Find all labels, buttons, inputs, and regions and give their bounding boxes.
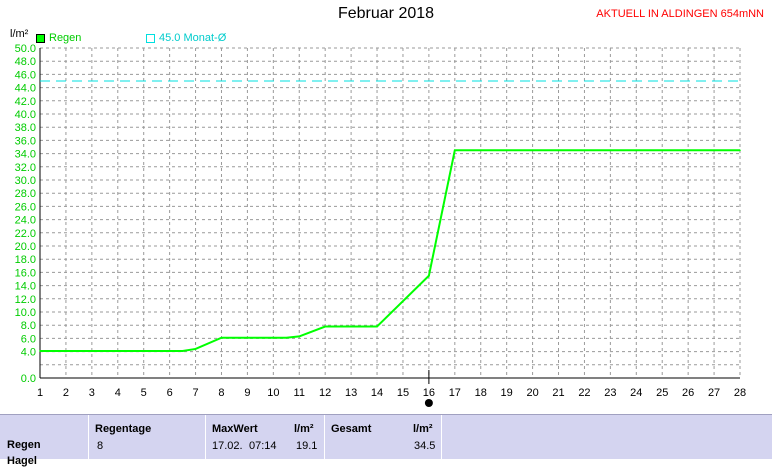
x-tick-label: 27 (708, 387, 720, 399)
x-tick-label: 17 (449, 387, 461, 399)
x-tick-label: 18 (475, 387, 487, 399)
x-tick-label: 16 (423, 387, 435, 399)
series-point (39, 350, 41, 352)
current-day-marker-dot (424, 399, 433, 407)
y-tick-label: 30.0 (15, 175, 36, 187)
series-point (454, 149, 456, 152)
legend-reference-label: 45.0 Monat-Ø (159, 32, 227, 44)
y-tick-label: 22.0 (15, 228, 36, 240)
rain-chart: 0.0 4.0 6.08.010.012.014.0 16.018.020.022.0… (15, 43, 746, 407)
x-tick-label: 14 (371, 387, 383, 399)
stats-separator (88, 415, 89, 459)
series-point (739, 149, 741, 152)
total-value: 34.5 (414, 440, 436, 452)
stats-separator (441, 415, 442, 459)
chart-title: Februar 2018 (337, 5, 435, 22)
x-tick-label: 25 (656, 387, 668, 399)
y-tick-label: 50.0 (15, 43, 36, 55)
series-point (285, 336, 288, 339)
stats-row-label-2: Hagel (7, 455, 37, 467)
max-time: 07:14 (249, 440, 277, 452)
y-tick-label: 14.0 (15, 281, 36, 293)
y-tick-label: 24.0 (15, 215, 36, 227)
x-tick-label: 19 (501, 387, 513, 399)
status-text: AKTUELL IN ALDINGEN 654mNN (596, 8, 764, 20)
y-tick-label: 46.0 (15, 69, 36, 81)
y-tick-label: 44.0 (15, 83, 36, 95)
x-tick-label: 28 (734, 387, 746, 399)
series-point (324, 325, 326, 328)
legend-reference: 45.0 Monat-Ø (146, 32, 226, 44)
y-tick-label: 8.0 (21, 320, 36, 332)
legend-rain-swatch (36, 33, 45, 43)
y-tick-label: 18.0 (15, 254, 36, 266)
y-tick-label: 48.0 (15, 56, 36, 68)
legend-rain: Regen (36, 32, 81, 44)
x-tick-label: 10 (267, 387, 279, 399)
x-tick-label: 13 (345, 387, 357, 399)
x-tick-label: 7 (192, 387, 198, 399)
max-date: 17.02. (212, 440, 243, 452)
y-tick-label: 20.0 (15, 241, 36, 253)
x-tick-label: 8 (218, 387, 224, 399)
x-tick-label: 21 (552, 387, 564, 399)
total-header: Gesamt (331, 423, 372, 435)
y-tick-label: 38.0 (15, 122, 36, 134)
x-tick-label: 20 (526, 387, 538, 399)
x-tick-label: 1 (37, 387, 43, 399)
series-point (194, 348, 197, 350)
y-tick-label: 0.0 (21, 373, 36, 385)
x-tick-label: 9 (244, 387, 250, 399)
y-tick-label: 34.0 (15, 149, 36, 161)
max-value: 19.1 (296, 440, 318, 452)
series-point (181, 350, 184, 352)
y-tick-label: 42.0 (15, 96, 36, 108)
y-axis-unit: l/m² (10, 28, 29, 40)
stats-row-label: Regen (7, 439, 41, 451)
stats-separator (205, 415, 206, 459)
x-tick-label: 4 (115, 387, 121, 399)
x-tick-label: 3 (89, 387, 95, 399)
max-unit: l/m² (294, 423, 314, 435)
legend-rain-label: Regen (49, 32, 82, 44)
y-tick-label: 12.0 (15, 294, 36, 306)
series-point (428, 274, 430, 277)
x-tick-label: 5 (141, 387, 147, 399)
y-tick-label: 36.0 (15, 135, 36, 147)
series-point (376, 325, 378, 328)
series-point (220, 336, 223, 339)
legend-reference-swatch (146, 33, 155, 43)
y-tick-label: 32.0 (15, 162, 36, 174)
x-tick-label: 2 (63, 387, 69, 399)
y-tick-label: 4.0 (21, 347, 36, 359)
max-header: MaxWert (212, 423, 258, 435)
series-point (298, 335, 301, 338)
y-tick-label: 6.0 (21, 333, 36, 345)
x-tick-label: 26 (682, 387, 694, 399)
x-tick-label: 11 (294, 387, 305, 399)
rain-days-value: 8 (97, 440, 104, 452)
x-tick-label: 15 (397, 387, 409, 399)
y-tick-label: 10.0 (15, 307, 36, 319)
y-tick-label: 28.0 (15, 188, 36, 200)
stats-separator (324, 415, 325, 459)
y-tick-label: 40.0 (15, 109, 36, 121)
stats-panel: Regen Hagel Regentage 8 MaxWert l/m² 17.… (0, 414, 772, 467)
x-tick-label: 23 (604, 387, 616, 399)
rain-days-header: Regentage (95, 423, 152, 435)
total-unit: l/m² (413, 423, 433, 435)
x-tick-label: 24 (630, 387, 642, 399)
x-tick-label: 12 (319, 387, 331, 399)
y-tick-label: 16.0 (15, 267, 36, 279)
x-tick-label: 22 (578, 387, 590, 399)
x-tick-label: 6 (167, 387, 173, 399)
y-tick-label: 26.0 (15, 201, 36, 213)
